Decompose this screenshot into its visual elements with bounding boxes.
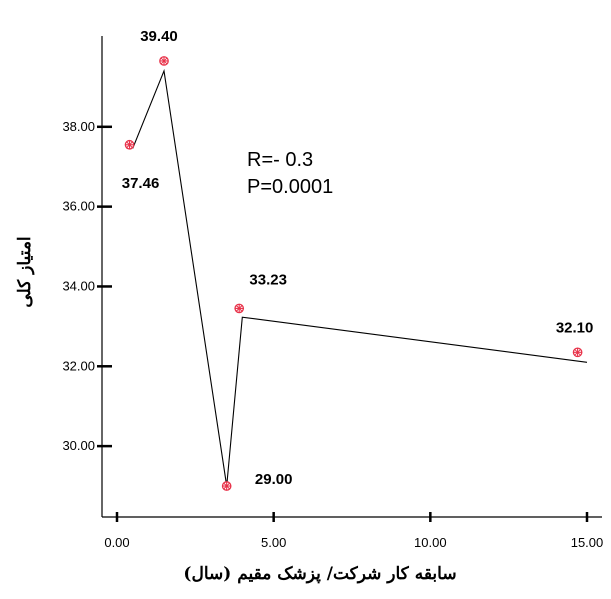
data-markers: [124, 56, 583, 491]
y-tick-label: 34.00: [62, 278, 95, 293]
data-label: 39.40: [140, 28, 178, 45]
y-axis: 30.00 32.00 34.00 36.00 38.00: [62, 36, 112, 517]
data-point-marker: [159, 56, 169, 66]
y-ticks: 30.00 32.00 34.00 36.00 38.00: [62, 119, 112, 453]
data-point-marker: [221, 481, 232, 491]
data-point-marker: [234, 303, 245, 314]
data-point-marker: [572, 347, 583, 358]
x-axis: 0.00 5.00 10.00 15.00: [102, 512, 603, 550]
data-labels: 37.46 39.40 29.00 33.23 32.10: [122, 28, 594, 488]
y-tick-label: 38.00: [62, 119, 95, 134]
x-ticks: 0.00 5.00 10.00 15.00: [104, 512, 603, 550]
data-label: 33.23: [249, 271, 287, 288]
y-tick-label: 32.00: [62, 358, 95, 373]
annotation-p: P=0.0001: [247, 176, 333, 198]
x-tick-label: 15.00: [571, 535, 604, 550]
x-tick-label: 5.00: [261, 535, 286, 550]
y-tick-label: 36.00: [62, 199, 95, 214]
data-point-marker: [124, 139, 135, 150]
y-axis-title: امتیاز کلی: [15, 236, 35, 307]
data-label: 37.46: [122, 175, 160, 192]
series-line: [132, 68, 588, 487]
y-tick-label: 30.00: [62, 438, 95, 453]
annotation-r: R=- 0.3: [247, 149, 313, 171]
data-label: 29.00: [255, 471, 293, 488]
x-axis-title: سابقه کار شرکت/ پزشک مقیم (سال): [183, 564, 456, 584]
x-tick-label: 10.00: [414, 535, 447, 550]
x-tick-label: 0.00: [104, 535, 129, 550]
data-label: 32.10: [556, 319, 594, 336]
